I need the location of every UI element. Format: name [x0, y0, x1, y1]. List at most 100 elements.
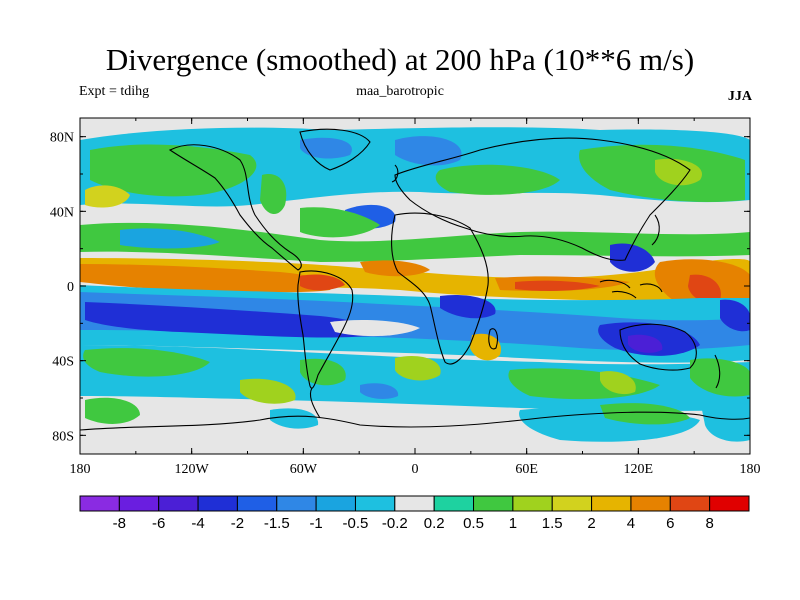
contour-patch: [240, 378, 296, 404]
contour-patch: [80, 264, 333, 293]
contour-patch: [515, 280, 600, 291]
colorbar-label: 1.5: [542, 515, 563, 532]
colorbar-swatch: [197, 495, 238, 512]
x-tick-label: 180: [70, 462, 91, 477]
colorbar-label: 0.5: [463, 515, 484, 532]
coastline-australia: [619, 323, 697, 371]
colorbar-label: -6: [152, 515, 165, 532]
x-tick-label: 60W: [290, 462, 318, 477]
y-tick-label: 80N: [50, 131, 74, 146]
x-axis: 180 120W 60W 0 60E 120E 180: [70, 118, 761, 477]
coastline-north-america: [168, 144, 302, 271]
colorbar-label: 4: [627, 515, 635, 532]
colorbar-swatch: [473, 495, 514, 512]
contour-patch: [260, 174, 287, 215]
colorbar-label: 1: [509, 515, 517, 532]
coastline-antarctica: [80, 411, 750, 431]
colorbar-swatch: [158, 495, 199, 512]
colorbar-swatch: [591, 495, 632, 512]
contour-patch: [300, 274, 345, 291]
contour-patch: [470, 196, 560, 222]
contour-patch: [80, 258, 750, 301]
contour-patch: [120, 228, 220, 249]
contour-patch: [270, 408, 319, 429]
coastlines: [80, 128, 750, 431]
x-tick-label: 0: [412, 462, 419, 477]
contour-patch: [435, 164, 560, 195]
colorbar-swatch: [433, 495, 475, 512]
contour-patch: [470, 333, 501, 361]
x-tick-label: 60E: [515, 462, 538, 477]
colorbar-swatch: [315, 495, 356, 512]
contour-patch: [688, 274, 721, 303]
colorbar-label: 8: [705, 515, 713, 532]
colorbar-swatch: [669, 495, 711, 512]
colorbar-label: 2: [587, 515, 595, 532]
coastline-south-america: [297, 270, 354, 389]
map-title: Divergence (smoothed) at 200 hPa (10**6 …: [105, 42, 695, 77]
contour-patch: [628, 334, 663, 353]
colorbar-label: -2: [231, 515, 244, 532]
x-tick-label: 120W: [175, 462, 210, 477]
field-layer: [80, 118, 750, 454]
y-axis: 80N 40N 0 40S 80S: [50, 131, 750, 444]
coastline-africa: [391, 212, 489, 365]
coastline-eurasia: [394, 137, 691, 261]
contour-patch: [655, 158, 702, 186]
run-label: maa_barotropic: [356, 84, 444, 99]
coastline-indonesia: [599, 279, 663, 299]
colorbar-label: -8: [113, 515, 126, 532]
contour-patch: [85, 185, 130, 208]
y-tick-label: 80S: [52, 429, 74, 444]
colorbar-swatch: [709, 495, 750, 512]
contour-patch: [85, 397, 140, 424]
contour-patch: [610, 243, 655, 272]
colorbar-swatch: [236, 495, 278, 512]
contour-patch: [83, 348, 210, 377]
colorbar-swatch: [512, 495, 553, 512]
colorbar-swatch: [630, 495, 671, 512]
colorbar-swatch: [276, 495, 317, 512]
colorbar-label: -1.5: [264, 515, 290, 532]
colorbar-swatch: [551, 495, 593, 512]
x-tick-label: 180: [740, 462, 761, 477]
contour-patch: [360, 260, 430, 277]
coastline-madagascar: [488, 328, 499, 350]
contour-patch: [395, 136, 462, 166]
coastline-greenland: [299, 128, 371, 171]
contour-patch: [300, 207, 380, 238]
contour-patch: [80, 222, 750, 262]
coastline-uk: [391, 164, 399, 183]
colorbar-label: -0.5: [343, 515, 369, 532]
colorbar-label: 0.2: [424, 515, 445, 532]
colorbar: -8 -6 -4 -2 -1.5 -1 -0.5 -0.2 0.2 0.5 1 1.5 2 4 6 8: [79, 495, 750, 532]
colorbar-label: -4: [191, 515, 204, 532]
x-tick-label: 120E: [624, 462, 654, 477]
contour-patch: [395, 355, 441, 381]
colorbar-swatch: [118, 495, 160, 512]
colorbar-swatch: [79, 495, 120, 512]
contour-patch: [300, 137, 352, 159]
contour-patch: [90, 144, 257, 197]
contour-patch: [600, 371, 636, 395]
y-tick-label: 40S: [52, 355, 74, 370]
contour-patch: [720, 299, 750, 332]
colorbar-label: -0.2: [382, 515, 408, 532]
contour-patch: [600, 403, 690, 425]
contour-patch: [80, 292, 750, 351]
y-tick-label: 0: [67, 280, 74, 295]
contour-patch: [330, 320, 420, 337]
y-tick-label: 40N: [50, 205, 74, 220]
colorbar-label: 6: [666, 515, 674, 532]
colorbar-swatch: [354, 495, 396, 512]
season-label: JJA: [727, 89, 752, 104]
experiment-label: Expt = tdihg: [79, 84, 150, 99]
contour-patch: [300, 358, 346, 386]
colorbar-swatch: [394, 495, 435, 512]
coastline-antarctic-peninsula: [309, 387, 321, 419]
coastline-new-zealand: [714, 354, 721, 389]
colorbar-label: -1: [309, 515, 322, 532]
contour-patch: [700, 398, 750, 442]
coastline-japan: [651, 214, 660, 246]
